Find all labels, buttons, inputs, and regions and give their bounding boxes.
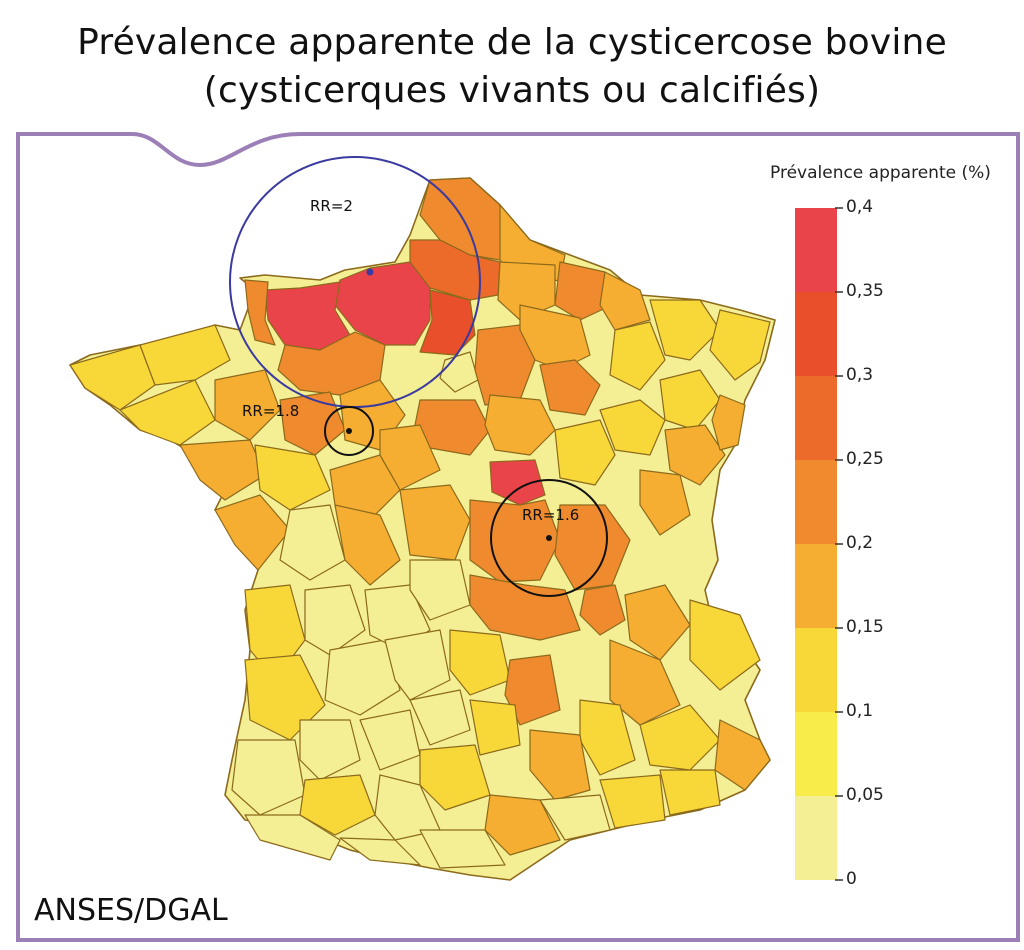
region-gard xyxy=(539,794,611,841)
legend-tick-label: 0,05 xyxy=(846,785,884,805)
region-ardeche xyxy=(529,729,591,801)
region-puy-de-dome xyxy=(449,629,511,696)
region-finistere xyxy=(69,344,156,411)
legend-band xyxy=(795,460,837,544)
region-cote-dor xyxy=(554,419,616,486)
region-yonne xyxy=(484,394,556,456)
legend-tick-label: 0,2 xyxy=(846,533,874,553)
region-aude xyxy=(419,829,506,869)
cluster-center-rr18 xyxy=(346,428,352,434)
cluster-circle-rr16 xyxy=(490,479,608,597)
source-credit: ANSES/DGAL xyxy=(34,893,228,928)
region-morbihan xyxy=(119,379,216,446)
region-creuse xyxy=(409,559,471,621)
region-alpes-maritimes xyxy=(714,719,771,791)
region-loiret xyxy=(414,399,491,456)
region-haut-rhin xyxy=(711,394,746,451)
region-cantal xyxy=(409,689,471,746)
legend-tick-label: 0,1 xyxy=(846,701,874,721)
frame-border xyxy=(16,132,1020,942)
region-vienne xyxy=(334,504,401,586)
region-dordogne xyxy=(324,639,401,716)
cluster-label-rr18: RR=1.8 xyxy=(242,402,299,420)
legend-band xyxy=(795,292,837,376)
legend-tick-label: 0,15 xyxy=(846,617,884,637)
region-tarn xyxy=(374,774,441,841)
region-loire-atlantique xyxy=(179,439,266,501)
legend-color-bar xyxy=(795,207,843,881)
region-ain xyxy=(624,584,691,661)
cluster-center-rr16 xyxy=(546,535,552,541)
region-moselle xyxy=(649,299,721,361)
region-allier xyxy=(469,574,581,641)
map-title-line1: Prévalence apparente de la cysticercose … xyxy=(77,22,947,63)
region-mayenne xyxy=(279,391,346,456)
region-manche-north xyxy=(244,279,276,346)
region-lot-et-garonne xyxy=(299,719,361,781)
france-map xyxy=(69,177,776,881)
region-gers xyxy=(299,774,376,836)
region-loire xyxy=(504,654,561,726)
legend-band xyxy=(795,544,837,628)
cluster-circle-rr18 xyxy=(324,406,374,456)
region-correze xyxy=(384,629,451,701)
region-aisne xyxy=(554,261,613,321)
cluster-label-rr16: RR=1.6 xyxy=(522,506,579,524)
region-savoie xyxy=(689,599,761,691)
legend-band xyxy=(795,796,837,880)
region-isere xyxy=(609,639,681,726)
region-ille-et-vilaine xyxy=(214,369,281,441)
region-var xyxy=(659,769,721,816)
legend-tick-label: 0,25 xyxy=(846,449,884,469)
region-nievre xyxy=(489,459,546,506)
cluster-label-rr2: RR=2 xyxy=(310,197,353,215)
legend-title: Prévalence apparente (%) xyxy=(770,163,991,183)
region-doubs xyxy=(664,424,726,486)
cluster-center-rr2 xyxy=(366,268,374,276)
legend-tick-label: 0 xyxy=(846,869,857,889)
region-ariege xyxy=(339,837,421,866)
legend-tick-label: 0,3 xyxy=(846,365,874,385)
region-jura xyxy=(639,469,691,536)
region-landes xyxy=(231,739,306,816)
region-indre-et-loire xyxy=(329,454,401,521)
region-hautes-alpes xyxy=(639,704,721,771)
legend-tick-label: 0,4 xyxy=(846,197,874,217)
region-maine-et-loire xyxy=(254,444,331,511)
legend-band xyxy=(795,208,837,292)
region-pyrenees xyxy=(244,814,341,861)
region-bas-rhin xyxy=(709,309,771,381)
region-haute-loire xyxy=(469,699,521,756)
map-title-line2: (cysticerques vivants ou calcifiés) xyxy=(203,70,821,111)
region-deux-sevres xyxy=(279,504,346,581)
region-bouches-du-rhone xyxy=(599,774,666,829)
region-cher xyxy=(469,499,561,583)
region-loir-et-cher xyxy=(379,424,441,491)
region-indre xyxy=(399,484,471,561)
region-meuse xyxy=(609,321,666,391)
region-haute-saone xyxy=(599,399,666,456)
region-ardennes xyxy=(599,271,651,331)
region-aube xyxy=(539,359,601,416)
region-vendee xyxy=(214,494,291,571)
region-vosges xyxy=(659,369,721,431)
region-aveyron xyxy=(419,744,491,811)
region-herault xyxy=(484,794,561,856)
region-drome xyxy=(579,699,636,776)
legend-band xyxy=(795,712,837,796)
region-rhone xyxy=(579,584,626,636)
legend-tick-label: 0,35 xyxy=(846,281,884,301)
legend-band xyxy=(795,376,837,460)
legend-band xyxy=(795,628,837,712)
cluster-overlays: RR=2 RR=1.8 RR=1.6 xyxy=(229,156,608,597)
region-normandie-east xyxy=(334,261,431,346)
region-cotes-darmor xyxy=(139,324,231,386)
region-charente xyxy=(304,584,366,656)
region-paris xyxy=(439,351,479,393)
